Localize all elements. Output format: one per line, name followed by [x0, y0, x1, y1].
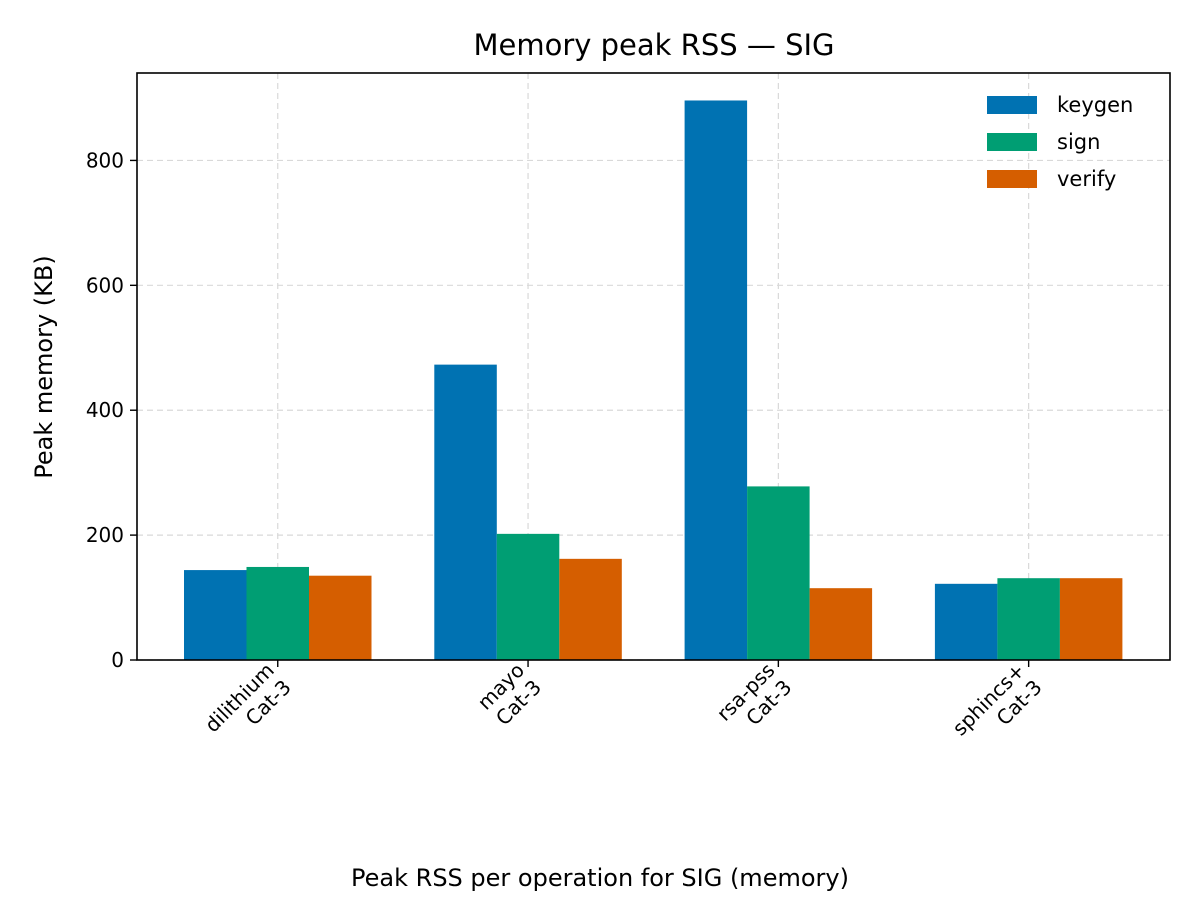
bar-verify [309, 575, 372, 660]
bar-keygen [184, 570, 247, 660]
x-tick-label-text: dilithiumCat-3 [200, 658, 296, 754]
y-tick-label: 400 [86, 398, 124, 422]
legend-label-sign: sign [1057, 130, 1100, 154]
grid-lines [137, 73, 1170, 661]
plot-frame [136, 72, 1171, 661]
bar-verify [559, 558, 622, 660]
bar-sign [747, 486, 810, 660]
bar-sign [997, 578, 1060, 660]
x-tick-label-text: rsa-pssCat-3 [712, 658, 797, 743]
x-tick-label: rsa-pssCat-3 [712, 658, 797, 743]
legend-swatch-verify [987, 170, 1037, 188]
bar-verify [1059, 578, 1123, 660]
bar-keygen [684, 100, 748, 661]
x-tick-label-text: mayoCat-3 [473, 658, 546, 731]
bar-sign [246, 566, 309, 660]
legend-swatch-keygen [987, 96, 1037, 114]
y-tick-label: 600 [86, 273, 124, 297]
legend-label-verify: verify [1057, 167, 1116, 191]
bar-keygen [934, 583, 998, 660]
chart-caption: Peak RSS per operation for SIG (memory) [351, 864, 849, 892]
bar-verify [809, 588, 873, 660]
legend-swatch-sign [987, 133, 1037, 151]
y-axis: 0 200 400 600 800 [86, 148, 137, 672]
x-tick-label: dilithiumCat-3 [200, 658, 296, 754]
legend-label-keygen: keygen [1057, 93, 1133, 117]
x-tick-label: sphincs+Cat-3 [948, 658, 1047, 757]
bar-sign [496, 533, 560, 660]
y-tick-label: 200 [86, 523, 124, 547]
chart-title: Memory peak RSS — SIG [473, 28, 834, 62]
legend: keygen sign verify [987, 93, 1133, 191]
y-axis-label: Peak memory (KB) [30, 255, 58, 478]
x-tick-label-text: sphincs+Cat-3 [948, 658, 1047, 757]
bars [184, 100, 1123, 661]
y-tick-label: 0 [111, 648, 124, 672]
x-axis: dilithiumCat-3 mayoCat-3 rsa-pssCat-3 sphin… [200, 658, 1047, 757]
y-tick-label: 800 [86, 148, 124, 172]
bar-keygen [434, 364, 497, 660]
x-tick-label: mayoCat-3 [473, 658, 546, 731]
